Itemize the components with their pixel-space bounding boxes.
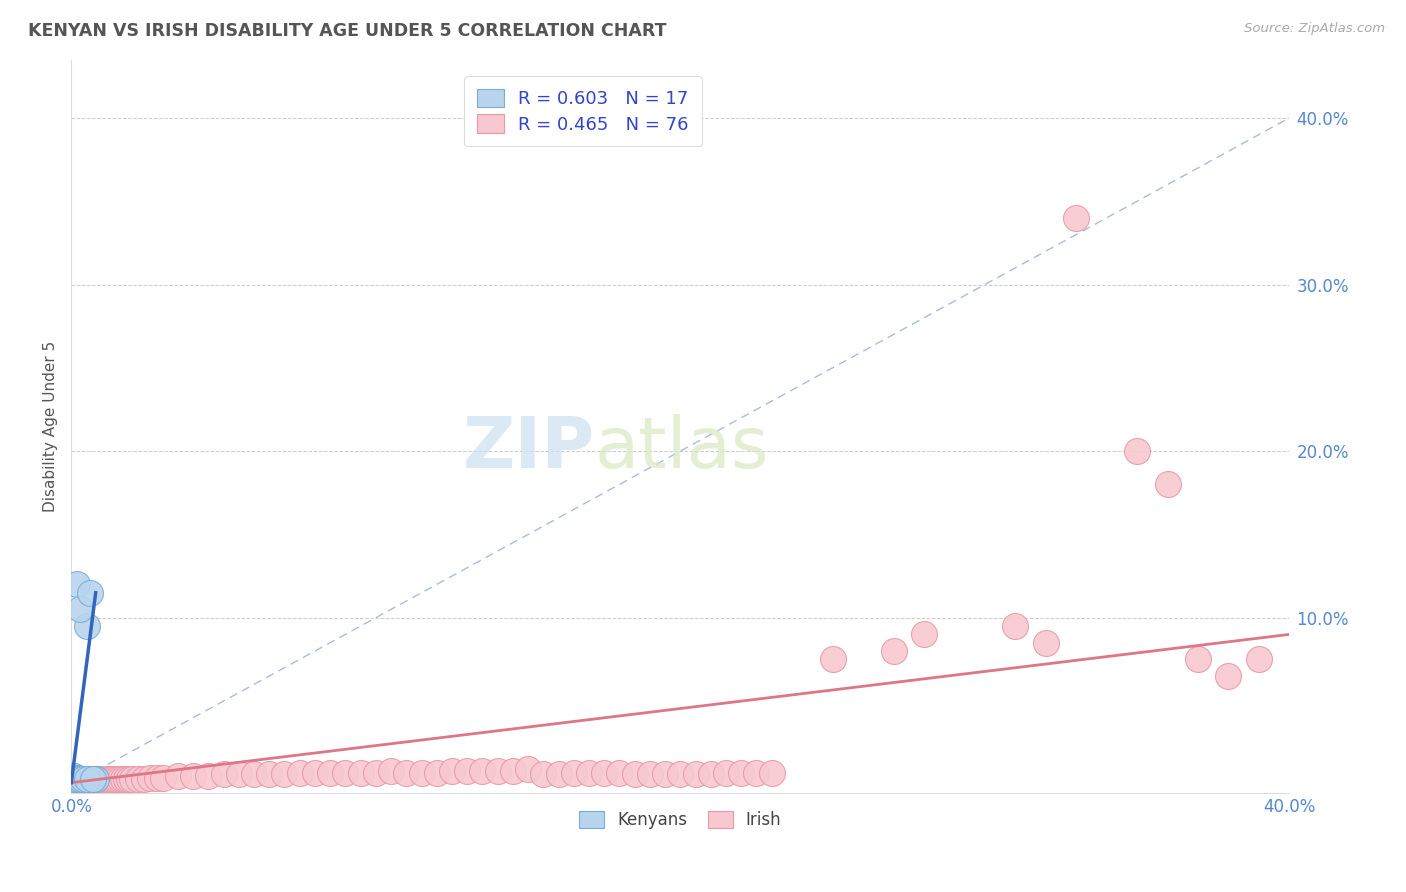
- Text: Source: ZipAtlas.com: Source: ZipAtlas.com: [1244, 22, 1385, 36]
- Point: [1035, 636, 1057, 650]
- Point: [669, 767, 692, 781]
- Point: [82, 772, 104, 787]
- Point: [319, 765, 342, 780]
- Point: [517, 762, 540, 776]
- Text: KENYAN VS IRISH DISABILITY AGE UNDER 5 CORRELATION CHART: KENYAN VS IRISH DISABILITY AGE UNDER 5 C…: [28, 22, 666, 40]
- Point: [69, 602, 91, 616]
- Point: [181, 769, 204, 783]
- Point: [1156, 477, 1178, 491]
- Point: [108, 772, 131, 787]
- Point: [100, 772, 122, 787]
- Point: [66, 772, 89, 787]
- Point: [63, 772, 86, 787]
- Y-axis label: Disability Age Under 5: Disability Age Under 5: [44, 341, 58, 512]
- Point: [87, 772, 110, 787]
- Text: ZIP: ZIP: [463, 414, 595, 483]
- Legend: Kenyans, Irish: Kenyans, Irish: [572, 804, 789, 836]
- Point: [547, 767, 569, 781]
- Point: [364, 765, 387, 780]
- Point: [1218, 669, 1240, 683]
- Point: [486, 764, 509, 778]
- Point: [105, 772, 128, 787]
- Point: [609, 765, 631, 780]
- Point: [259, 767, 281, 781]
- Point: [623, 767, 645, 781]
- Point: [152, 771, 174, 785]
- Point: [94, 772, 117, 787]
- Point: [63, 769, 86, 783]
- Point: [273, 767, 295, 781]
- Point: [112, 772, 135, 787]
- Point: [456, 764, 478, 778]
- Point: [745, 765, 768, 780]
- Point: [69, 772, 91, 787]
- Point: [82, 772, 104, 787]
- Point: [1126, 444, 1149, 458]
- Point: [395, 765, 418, 780]
- Point: [243, 767, 266, 781]
- Point: [502, 764, 524, 778]
- Point: [121, 772, 143, 787]
- Point: [84, 772, 107, 787]
- Point: [562, 765, 585, 780]
- Point: [72, 772, 94, 787]
- Point: [103, 772, 125, 787]
- Point: [134, 772, 156, 787]
- Point: [72, 772, 94, 787]
- Point: [593, 765, 616, 780]
- Point: [638, 767, 661, 781]
- Point: [66, 577, 89, 591]
- Point: [912, 627, 935, 641]
- Point: [76, 772, 98, 787]
- Point: [411, 765, 433, 780]
- Point: [821, 652, 844, 666]
- Point: [212, 767, 235, 781]
- Point: [440, 764, 463, 778]
- Point: [1187, 652, 1209, 666]
- Point: [531, 767, 554, 781]
- Point: [578, 765, 600, 780]
- Point: [304, 765, 326, 780]
- Point: [66, 771, 89, 785]
- Point: [69, 772, 91, 787]
- Point: [228, 767, 250, 781]
- Point: [76, 772, 98, 787]
- Point: [714, 765, 737, 780]
- Point: [115, 772, 138, 787]
- Point: [79, 772, 101, 787]
- Point: [127, 772, 149, 787]
- Point: [139, 771, 162, 785]
- Point: [63, 772, 86, 787]
- Point: [288, 765, 311, 780]
- Point: [882, 644, 904, 658]
- Point: [426, 765, 449, 780]
- Point: [167, 769, 190, 783]
- Point: [730, 765, 752, 780]
- Point: [685, 767, 707, 781]
- Point: [145, 771, 167, 785]
- Point: [1004, 619, 1026, 633]
- Point: [82, 772, 104, 787]
- Point: [654, 767, 676, 781]
- Point: [118, 772, 141, 787]
- Point: [335, 765, 357, 780]
- Point: [1247, 652, 1270, 666]
- Point: [72, 772, 94, 787]
- Point: [761, 765, 783, 780]
- Point: [97, 772, 120, 787]
- Point: [79, 772, 101, 787]
- Point: [69, 772, 91, 787]
- Point: [79, 585, 101, 599]
- Point: [1064, 211, 1087, 225]
- Point: [471, 764, 494, 778]
- Point: [84, 772, 107, 787]
- Point: [90, 772, 112, 787]
- Point: [700, 767, 723, 781]
- Point: [66, 772, 89, 787]
- Text: atlas: atlas: [595, 414, 769, 483]
- Point: [349, 765, 371, 780]
- Point: [76, 619, 98, 633]
- Point: [197, 769, 219, 783]
- Point: [380, 764, 402, 778]
